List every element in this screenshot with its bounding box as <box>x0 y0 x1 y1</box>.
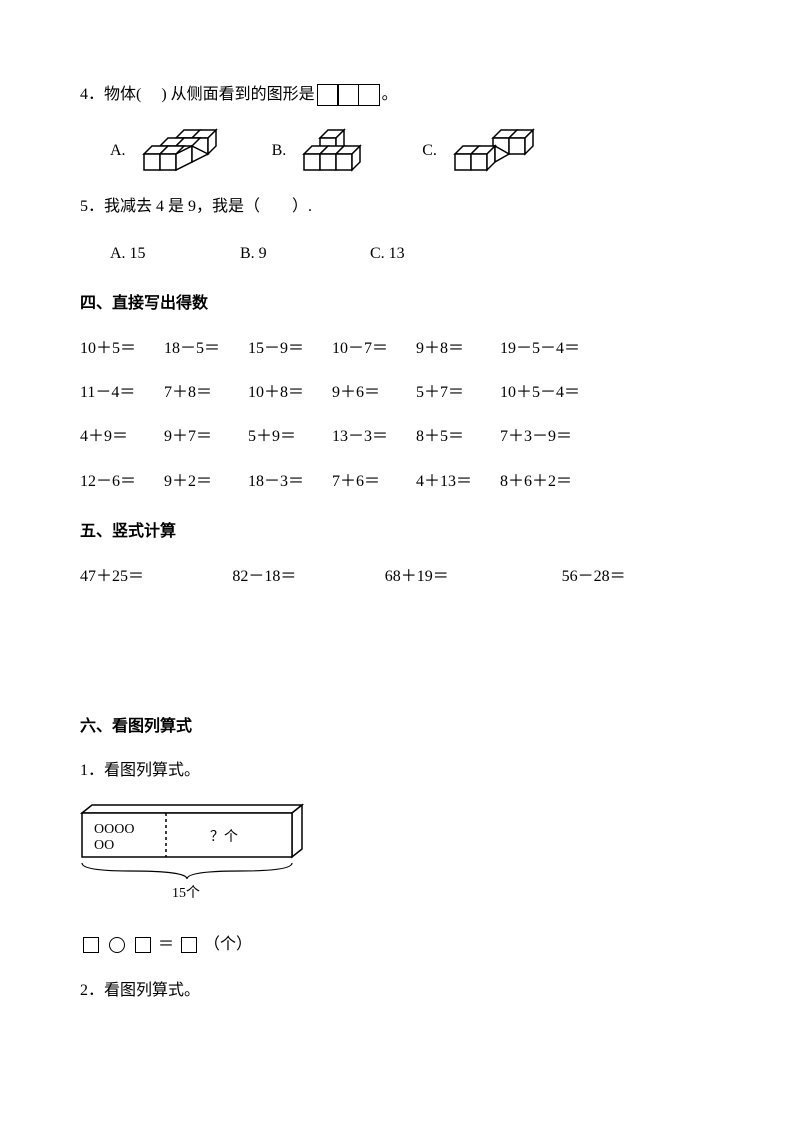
math-cell: 10＋5＝ <box>80 334 164 364</box>
bar-diagram: OOOO OO ？个 15个 <box>80 803 714 914</box>
equation-template: ＝ （个） <box>80 930 714 960</box>
vertical-problem: 56－28＝ <box>562 562 714 592</box>
box-icon <box>83 937 99 953</box>
box-icon <box>181 937 197 953</box>
math-cell: 10－7＝ <box>332 334 416 364</box>
three-squares-icon <box>317 84 380 106</box>
q5-text: 5．我减去 4 是 9，我是（ ）. <box>80 192 714 222</box>
math-row-0: 10＋5＝ 18－5＝ 15－9＝ 10－7＝ 9＋8＝ 19－5－4＝ <box>80 334 714 364</box>
cubes-b-icon <box>302 126 382 176</box>
total-text: 15个 <box>172 885 200 901</box>
math-cell: 5＋9＝ <box>248 422 332 452</box>
math-cell: 10＋5－4＝ <box>500 378 610 408</box>
math-cell: 9＋7＝ <box>164 422 248 452</box>
q4-opt-b-label: B. <box>272 136 287 166</box>
vertical-problem: 47＋25＝ <box>80 562 232 592</box>
math-row-2: 4＋9＝ 9＋7＝ 5＋9＝ 13－3＝ 8＋5＝ 7＋3－9＝ <box>80 422 714 452</box>
question-text: ？个 <box>210 829 238 845</box>
vertical-problem: 82－18＝ <box>232 562 384 592</box>
math-cell: 11－4＝ <box>80 378 164 408</box>
q4-suffix: 。 <box>382 80 398 110</box>
math-cell: 7＋8＝ <box>164 378 248 408</box>
math-cell: 19－5－4＝ <box>500 334 610 364</box>
q5-opt-b: B. 9 <box>240 239 370 269</box>
math-cell: 9＋2＝ <box>164 467 248 497</box>
section6-sub1: 1．看图列算式。 <box>80 756 714 786</box>
section6-title: 六、看图列算式 <box>80 712 714 742</box>
q5-opt-a: A. 15 <box>110 239 240 269</box>
math-cell: 9＋6＝ <box>332 378 416 408</box>
q4-opt-a-label: A. <box>110 136 126 166</box>
vertical-problem: 68＋19＝ <box>385 562 562 592</box>
box-icon <box>135 937 151 953</box>
math-cell: 10＋8＝ <box>248 378 332 408</box>
q4-options: A. B. <box>110 126 714 176</box>
math-cell: 13－3＝ <box>332 422 416 452</box>
math-row-1: 11－4＝ 7＋8＝ 10＋8＝ 9＋6＝ 5＋7＝ 10＋5－4＝ <box>80 378 714 408</box>
cubes-c-icon <box>453 126 543 176</box>
q5-opt-c: C. 13 <box>370 239 500 269</box>
math-cell: 4＋9＝ <box>80 422 164 452</box>
circle-icon <box>109 937 125 953</box>
section4-title: 四、直接写出得数 <box>80 289 714 319</box>
equation-suffix: （个） <box>204 936 252 953</box>
equals-sign: ＝ <box>158 936 174 953</box>
q4-prefix: 4．物体( ) 从侧面看到的图形是 <box>80 80 315 110</box>
math-cell: 18－3＝ <box>248 467 332 497</box>
section6-sub2: 2．看图列算式。 <box>80 976 714 1006</box>
section5-title: 五、竖式计算 <box>80 517 714 547</box>
math-cell: 5＋7＝ <box>416 378 500 408</box>
math-cell: 18－5＝ <box>164 334 248 364</box>
q5-options: A. 15 B. 9 C. 13 <box>110 239 714 269</box>
q4-line: 4．物体( ) 从侧面看到的图形是 。 <box>80 80 714 110</box>
math-cell: 12－6＝ <box>80 467 164 497</box>
math-cell: 8＋6＋2＝ <box>500 467 610 497</box>
vertical-row: 47＋25＝ 82－18＝ 68＋19＝ 56－28＝ <box>80 562 714 592</box>
q4-opt-c-label: C. <box>422 136 437 166</box>
math-cell: 7＋3－9＝ <box>500 422 610 452</box>
cubes-a-icon <box>142 126 232 176</box>
math-row-3: 12－6＝ 9＋2＝ 18－3＝ 7＋6＝ 4＋13＝ 8＋6＋2＝ <box>80 467 714 497</box>
circles-top-text: OOOO <box>94 822 134 837</box>
math-cell: 8＋5＝ <box>416 422 500 452</box>
circles-bottom-text: OO <box>94 838 114 853</box>
math-cell: 15－9＝ <box>248 334 332 364</box>
math-cell: 9＋8＝ <box>416 334 500 364</box>
math-cell: 7＋6＝ <box>332 467 416 497</box>
math-cell: 4＋13＝ <box>416 467 500 497</box>
